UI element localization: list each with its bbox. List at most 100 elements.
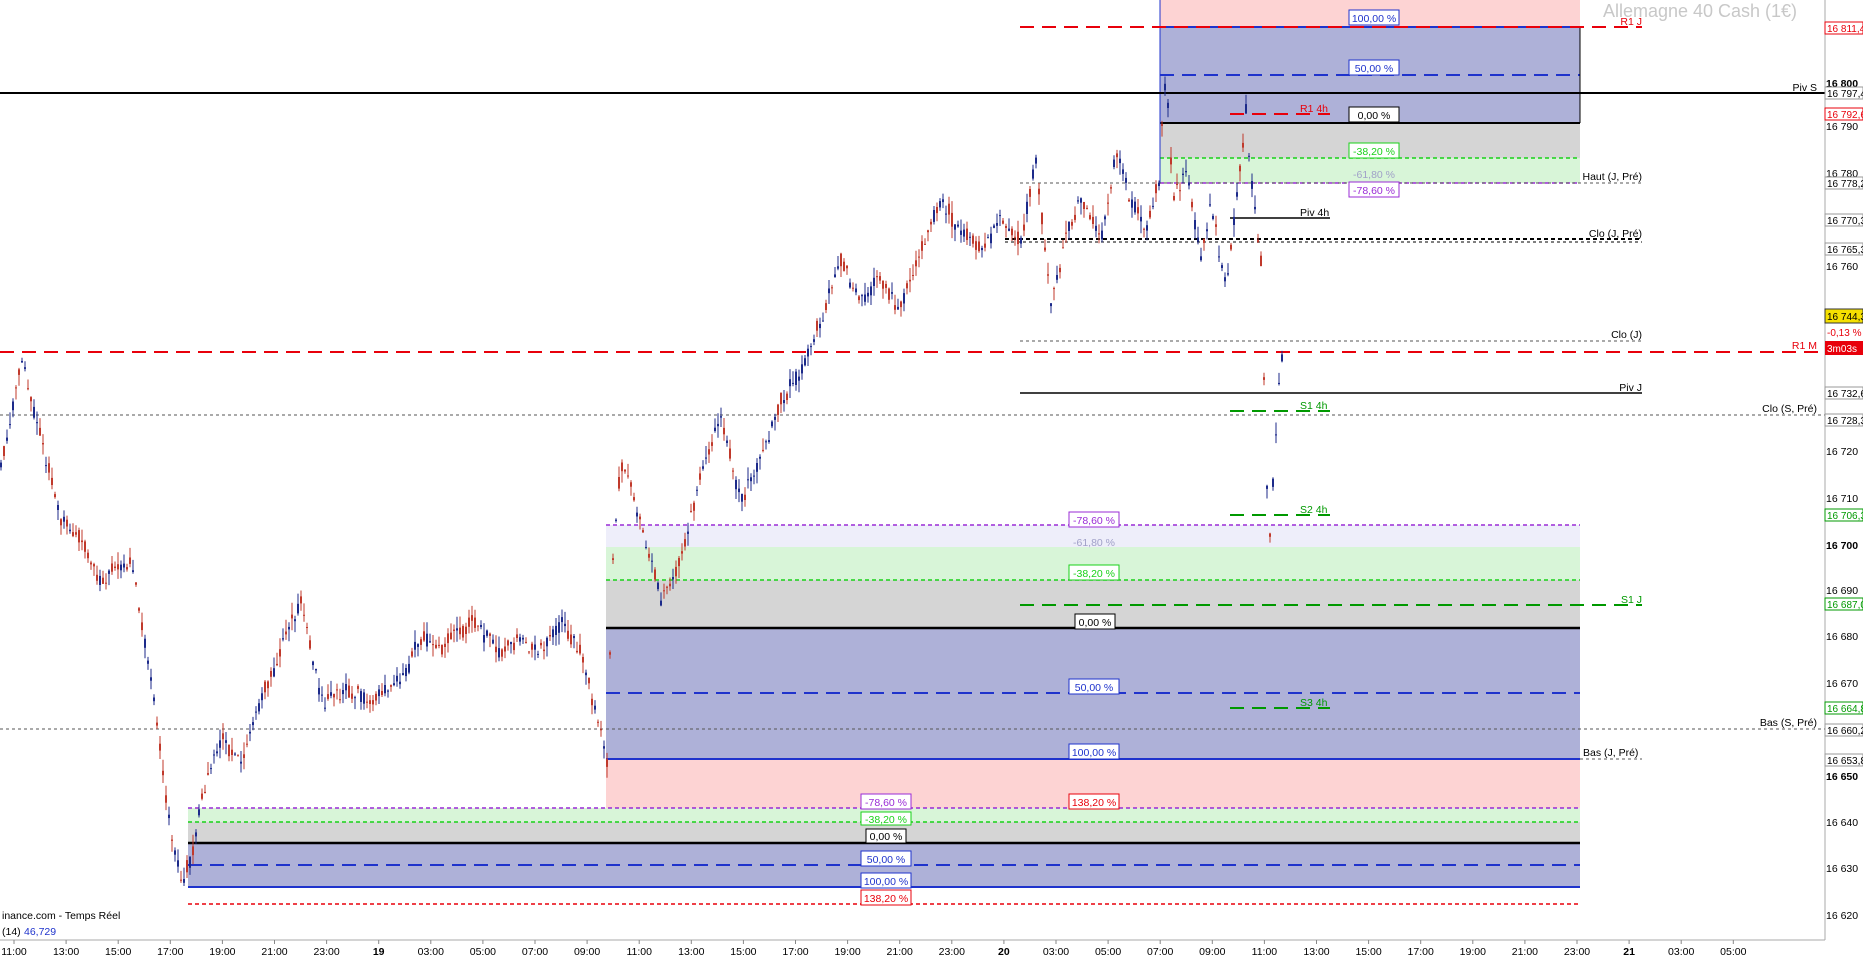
x-time-label: 21:00 bbox=[887, 946, 913, 958]
candle-body bbox=[624, 469, 626, 472]
data-source-credit: inance.com - Temps Réel bbox=[2, 910, 120, 922]
candle-body bbox=[1203, 238, 1205, 243]
candle-body bbox=[570, 634, 572, 645]
price-tags: 16 811,4 16 797,4 16 792,6 16 778,2 16 7… bbox=[1824, 21, 1863, 767]
candle-body bbox=[873, 277, 875, 286]
candle-body bbox=[339, 699, 341, 701]
price-tag: 16 653,8 bbox=[1827, 756, 1863, 767]
fib-mid-label-box bbox=[1068, 511, 1120, 528]
candle-body bbox=[492, 639, 494, 644]
candle-body bbox=[1026, 201, 1028, 214]
candle-body bbox=[138, 608, 140, 611]
candle-body bbox=[522, 637, 524, 640]
level-label-piv-s: Piv S bbox=[1792, 82, 1817, 94]
candle-body bbox=[1002, 220, 1004, 224]
candle-body bbox=[924, 243, 926, 245]
time-axis[interactable] bbox=[0, 940, 1825, 960]
candle-body bbox=[528, 651, 530, 653]
candle-body bbox=[234, 753, 236, 755]
candle-body bbox=[801, 364, 803, 374]
fib-bot-label-m78: -78,60 % bbox=[865, 797, 907, 809]
fib-bot-label-0: 0,00 % bbox=[870, 831, 903, 843]
candle-body bbox=[660, 600, 662, 606]
candle-body bbox=[321, 694, 323, 696]
candle-body bbox=[585, 672, 587, 676]
candle-body bbox=[489, 633, 491, 636]
candle-body bbox=[705, 457, 707, 459]
candle-body bbox=[1086, 207, 1088, 209]
candle-body bbox=[516, 634, 518, 638]
candle-body bbox=[21, 361, 23, 363]
candle-body bbox=[897, 306, 899, 310]
y-label: 16 640 bbox=[1826, 817, 1858, 829]
price-tag-box bbox=[1824, 597, 1863, 611]
candle-body bbox=[198, 809, 200, 816]
candle-body bbox=[1071, 221, 1073, 226]
fib-top-label-0: 0,00 % bbox=[1358, 110, 1391, 122]
price-axis[interactable] bbox=[1825, 0, 1863, 960]
candle-body bbox=[1068, 221, 1070, 231]
candle-body bbox=[867, 292, 869, 297]
fib-mid-lavender-zone bbox=[606, 525, 1580, 547]
candle-body bbox=[246, 743, 248, 745]
candle-body bbox=[1065, 232, 1067, 234]
candle-body bbox=[678, 558, 680, 567]
price-tag: 16 728,3 bbox=[1827, 416, 1863, 427]
candle-body bbox=[1023, 224, 1025, 231]
candle-body bbox=[426, 633, 428, 647]
candle-body bbox=[387, 690, 389, 692]
candle-body bbox=[222, 733, 224, 740]
candlestick-series[interactable] bbox=[0, 76, 1283, 887]
candle-body bbox=[552, 629, 554, 638]
fib-bot-label-50: 50,00 % bbox=[867, 854, 906, 866]
x-time-label: 03:00 bbox=[1043, 946, 1069, 958]
candle-body bbox=[459, 627, 461, 635]
candle-body bbox=[735, 479, 737, 490]
candle-body bbox=[798, 376, 800, 381]
candle-body bbox=[435, 644, 437, 648]
candle-body bbox=[699, 473, 701, 480]
candle-body bbox=[324, 707, 326, 709]
candle-body bbox=[63, 516, 65, 522]
candle-body bbox=[366, 701, 368, 703]
fib-mid-label-box bbox=[1068, 743, 1120, 760]
countdown-timer: 3m03s bbox=[1827, 344, 1857, 355]
candle-body bbox=[972, 235, 974, 244]
x-time-label: 09:00 bbox=[574, 946, 600, 958]
candle-body bbox=[195, 832, 197, 837]
candle-body bbox=[696, 489, 698, 491]
x-time-label: 07:00 bbox=[1147, 946, 1173, 958]
candle-body bbox=[1191, 201, 1193, 208]
candle-body bbox=[345, 684, 347, 691]
candle-body bbox=[60, 519, 62, 526]
candle-body bbox=[567, 630, 569, 639]
y-label: 16 710 bbox=[1826, 493, 1858, 505]
candle-body bbox=[1182, 173, 1184, 175]
candle-body bbox=[468, 617, 470, 627]
candle-body bbox=[915, 260, 917, 267]
fib-top-label-box bbox=[1348, 181, 1400, 198]
candle-body bbox=[441, 645, 443, 655]
candle-body bbox=[711, 442, 713, 446]
candle-body bbox=[813, 339, 815, 342]
candle-body bbox=[837, 266, 839, 269]
candle-body bbox=[849, 282, 851, 288]
candle-body bbox=[717, 423, 719, 427]
candle-body bbox=[756, 463, 758, 472]
candle-body bbox=[291, 614, 293, 619]
candle-body bbox=[132, 570, 134, 572]
candle-body bbox=[3, 446, 5, 456]
candle-body bbox=[840, 253, 842, 267]
candle-body bbox=[1254, 206, 1256, 210]
candle-body bbox=[216, 751, 218, 754]
candle-body bbox=[33, 406, 35, 418]
price-tag-box bbox=[1824, 213, 1863, 227]
candle-body bbox=[540, 642, 542, 646]
current-price-value: 16 744,3 bbox=[1827, 312, 1863, 323]
candle-body bbox=[888, 288, 890, 300]
candle-body bbox=[1098, 233, 1100, 235]
candle-body bbox=[648, 553, 650, 558]
candle-body bbox=[399, 681, 401, 685]
candle-body bbox=[69, 529, 71, 532]
